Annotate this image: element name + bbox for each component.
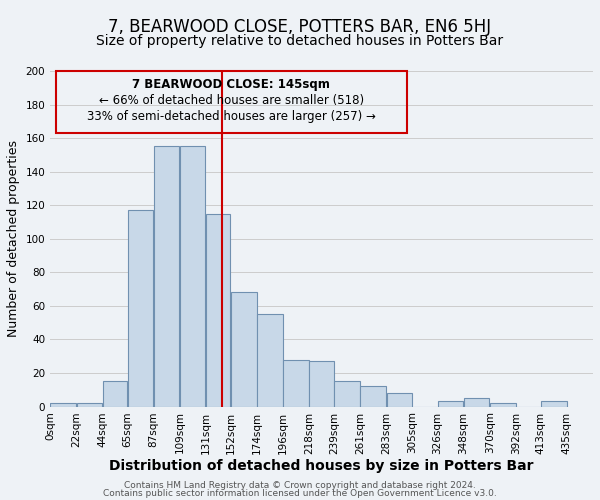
Bar <box>103 382 127 406</box>
Text: 33% of semi-detached houses are larger (257) →: 33% of semi-detached houses are larger (… <box>87 110 376 122</box>
Bar <box>257 314 283 406</box>
Text: ← 66% of detached houses are smaller (518): ← 66% of detached houses are smaller (51… <box>99 94 364 108</box>
Bar <box>334 382 360 406</box>
Text: Contains HM Land Registry data © Crown copyright and database right 2024.: Contains HM Land Registry data © Crown c… <box>124 482 476 490</box>
Text: 7, BEARWOOD CLOSE, POTTERS BAR, EN6 5HJ: 7, BEARWOOD CLOSE, POTTERS BAR, EN6 5HJ <box>109 18 491 36</box>
Bar <box>128 210 153 406</box>
Y-axis label: Number of detached properties: Number of detached properties <box>7 140 20 337</box>
Bar <box>438 402 463 406</box>
Bar <box>464 398 490 406</box>
Bar <box>541 402 566 406</box>
Bar <box>154 146 179 406</box>
Bar <box>361 386 386 406</box>
Text: Size of property relative to detached houses in Potters Bar: Size of property relative to detached ho… <box>97 34 503 48</box>
Bar <box>77 403 102 406</box>
Bar <box>283 360 309 406</box>
Text: Contains public sector information licensed under the Open Government Licence v3: Contains public sector information licen… <box>103 489 497 498</box>
Bar <box>50 403 76 406</box>
Bar <box>386 393 412 406</box>
Text: 7 BEARWOOD CLOSE: 145sqm: 7 BEARWOOD CLOSE: 145sqm <box>133 78 330 90</box>
Bar <box>490 403 515 406</box>
Bar <box>310 361 334 406</box>
X-axis label: Distribution of detached houses by size in Potters Bar: Distribution of detached houses by size … <box>109 459 534 473</box>
Bar <box>180 146 205 406</box>
Bar <box>231 292 257 406</box>
Bar <box>206 214 230 406</box>
